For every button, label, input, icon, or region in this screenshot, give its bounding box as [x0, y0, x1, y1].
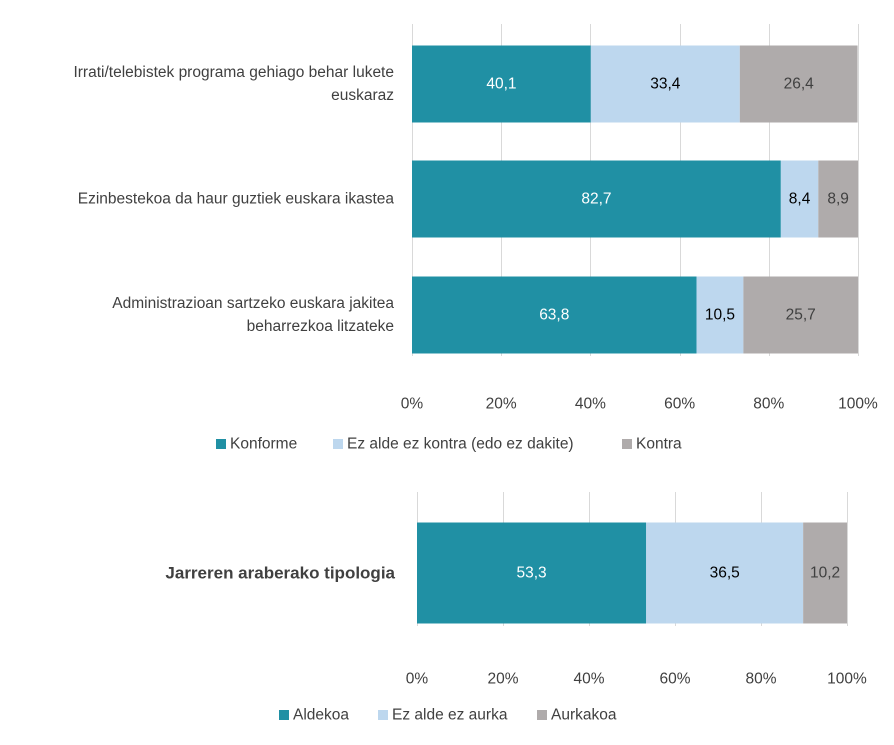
- data-label: 53,3: [517, 565, 547, 582]
- data-label: 10,2: [810, 565, 840, 582]
- legend-label: Aldekoa: [293, 707, 349, 724]
- bar-kontra: [739, 45, 858, 123]
- bar-aldekoa: [417, 522, 647, 624]
- legend-swatch: [216, 439, 226, 449]
- legend-label: Ez alde ez kontra (edo ez dakite): [347, 436, 574, 453]
- x-tick-label: 20%: [486, 396, 517, 413]
- bar-ez-alde-ez-kontra-edo-ez-dakite-: [590, 45, 740, 123]
- data-label: 33,4: [650, 76, 681, 93]
- data-label: 10,5: [705, 307, 735, 324]
- x-tick-label: 80%: [753, 396, 784, 413]
- chart-2: 53,3 36,5 10,2 Jarreren araberako tipologia…: [165, 492, 867, 724]
- category-label: Irrati/telebistek programa gehiago behar…: [73, 64, 394, 81]
- bar-konforme: [412, 160, 781, 238]
- bar-ez-alde-ez-kontra-edo-ez-dakite-: [696, 276, 744, 354]
- category-label: beharrezkoa litzateke: [247, 318, 394, 335]
- legend-label: Konforme: [230, 436, 297, 453]
- bar-konforme: [412, 276, 697, 354]
- category-label: Jarreren araberako tipologia: [165, 564, 395, 583]
- legend-swatch: [622, 439, 632, 449]
- x-tick-label: 20%: [487, 671, 518, 688]
- x-tick-label: 100%: [827, 671, 867, 688]
- x-tick-label: 40%: [575, 396, 606, 413]
- legend-swatch: [378, 710, 388, 720]
- category-label: euskaraz: [331, 87, 394, 104]
- data-label: 40,1: [486, 76, 516, 93]
- category-label: Administrazioan sartzeko euskara jakitea: [112, 295, 394, 312]
- legend-label: Kontra: [636, 436, 682, 453]
- data-label: 36,5: [710, 565, 740, 582]
- legend-swatch: [537, 710, 547, 720]
- category-label: Ezinbestekoa da haur guztiek euskara ika…: [78, 191, 395, 208]
- data-label: 8,4: [789, 191, 811, 208]
- x-tick-label: 80%: [745, 671, 776, 688]
- x-tick-label: 60%: [664, 396, 695, 413]
- data-label: 82,7: [581, 191, 611, 208]
- data-label: 63,8: [539, 307, 569, 324]
- legend-label: Ez alde ez aurka: [392, 707, 508, 724]
- data-label: 25,7: [786, 307, 816, 324]
- x-tick-label: 60%: [659, 671, 690, 688]
- legend-label: Aurkakoa: [551, 707, 617, 724]
- legend-swatch: [333, 439, 343, 449]
- data-label: 8,9: [827, 191, 849, 208]
- bar-ez-alde-ez-aurka: [646, 522, 804, 624]
- data-label: 26,4: [784, 76, 815, 93]
- bar-konforme: [412, 45, 591, 123]
- bar-aurkakoa: [803, 522, 847, 624]
- bar-kontra: [743, 276, 858, 354]
- bar-kontra: [818, 160, 858, 238]
- x-tick-label: 100%: [838, 396, 878, 413]
- chart-1: 40,1 33,4 26,4 Irrati/telebistek programa g…: [73, 24, 878, 453]
- legend-swatch: [279, 710, 289, 720]
- x-tick-label: 0%: [406, 671, 429, 688]
- x-tick-label: 0%: [401, 396, 424, 413]
- bar-ez-alde-ez-kontra-edo-ez-dakite-: [780, 160, 819, 238]
- x-tick-label: 40%: [573, 671, 604, 688]
